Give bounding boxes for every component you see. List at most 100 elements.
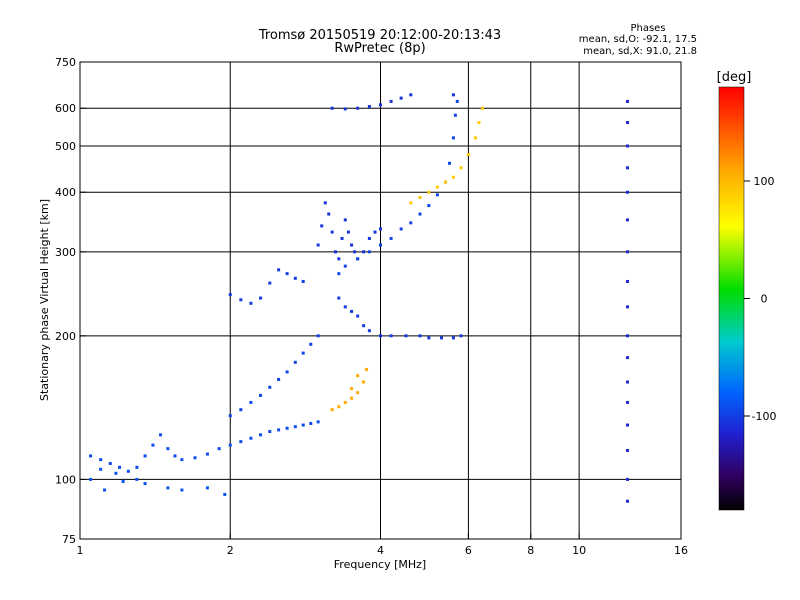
data-point (337, 296, 341, 300)
data-point (114, 471, 118, 475)
data-point (239, 440, 243, 444)
x-tick-label: 2 (227, 544, 234, 557)
data-point (453, 113, 457, 117)
data-point (451, 175, 455, 179)
data-point (223, 492, 227, 496)
x-tick-label: 4 (377, 544, 384, 557)
stats-heading: Phases (630, 23, 665, 34)
data-point (330, 408, 334, 412)
data-point (228, 293, 232, 297)
data-point (143, 454, 147, 458)
data-point (316, 420, 320, 424)
data-point (337, 257, 341, 261)
data-point (356, 257, 360, 261)
data-point (625, 218, 629, 222)
data-point (166, 486, 170, 490)
data-point (259, 433, 263, 437)
data-point (435, 185, 439, 189)
data-point (327, 212, 331, 216)
data-point (285, 426, 289, 430)
data-point (151, 443, 155, 447)
data-point (367, 236, 371, 240)
data-point (277, 268, 281, 272)
data-point (625, 144, 629, 148)
data-point (193, 456, 197, 460)
data-point (309, 342, 313, 346)
data-point (625, 400, 629, 404)
data-point (205, 486, 209, 490)
data-point (367, 105, 371, 109)
data-point (451, 93, 455, 97)
data-point (99, 458, 103, 462)
stats-line-o: mean, sd,O: -92.1, 17.5 (579, 34, 697, 45)
data-point (135, 465, 139, 469)
data-point (473, 136, 477, 140)
chart-subtitle: RwPretec (8p) (334, 41, 425, 56)
data-point (343, 218, 347, 222)
data-point (389, 236, 393, 240)
data-point (126, 469, 130, 473)
data-point (228, 443, 232, 447)
data-point (399, 227, 403, 231)
data-point (350, 243, 354, 247)
colorbar (718, 86, 745, 511)
colorbar-ticks: 100 0 -100 (744, 175, 776, 423)
data-point (277, 428, 281, 432)
y-tick-label: 400 (55, 186, 76, 199)
data-point (268, 385, 272, 389)
data-point (362, 250, 366, 254)
data-point (350, 396, 354, 400)
data-point (239, 298, 243, 302)
data-point (356, 106, 360, 110)
data-point (108, 461, 112, 465)
data-point (330, 230, 334, 234)
y-tick-label: 600 (55, 102, 76, 115)
y-axis-label: Stationary phase Virtual Height [km] (38, 199, 51, 401)
data-point (333, 250, 337, 254)
data-point (451, 136, 455, 140)
colorbar-unit-label: [deg] (717, 70, 752, 85)
data-point (625, 279, 629, 283)
data-point (367, 329, 371, 333)
data-point (362, 324, 366, 328)
data-point (180, 488, 184, 492)
colorbar-tick-label: 100 (754, 175, 775, 188)
data-point (409, 221, 413, 225)
data-point (625, 356, 629, 360)
data-point (350, 387, 354, 391)
data-point (228, 414, 232, 418)
data-point (356, 314, 360, 318)
data-point (173, 454, 177, 458)
data-point (121, 479, 125, 483)
data-point (625, 121, 629, 125)
data-point (337, 405, 341, 409)
data-point (356, 374, 360, 378)
data-point (249, 301, 253, 305)
data-point (285, 272, 289, 276)
data-point (379, 334, 382, 338)
data-point (625, 334, 629, 338)
data-point (316, 334, 320, 338)
x-axis-label: Frequency [MHz] (334, 558, 426, 571)
data-point (625, 99, 629, 103)
data-point (350, 309, 354, 313)
data-point (135, 477, 139, 481)
data-point (293, 425, 297, 429)
x-tick-label: 8 (527, 544, 534, 557)
data-point (99, 467, 103, 471)
data-point (277, 377, 281, 381)
data-point (89, 454, 93, 458)
data-point (343, 400, 347, 404)
x-tick-label: 6 (465, 544, 472, 557)
colorbar-tick-label: 0 (761, 293, 768, 306)
data-point (268, 430, 272, 434)
data-point (89, 477, 93, 481)
data-point (367, 250, 371, 254)
data-point (427, 204, 431, 208)
data-point (301, 351, 305, 355)
data-point (625, 499, 629, 503)
data-point (418, 334, 422, 338)
data-point (301, 279, 305, 283)
x-tick-label: 1 (77, 544, 84, 557)
